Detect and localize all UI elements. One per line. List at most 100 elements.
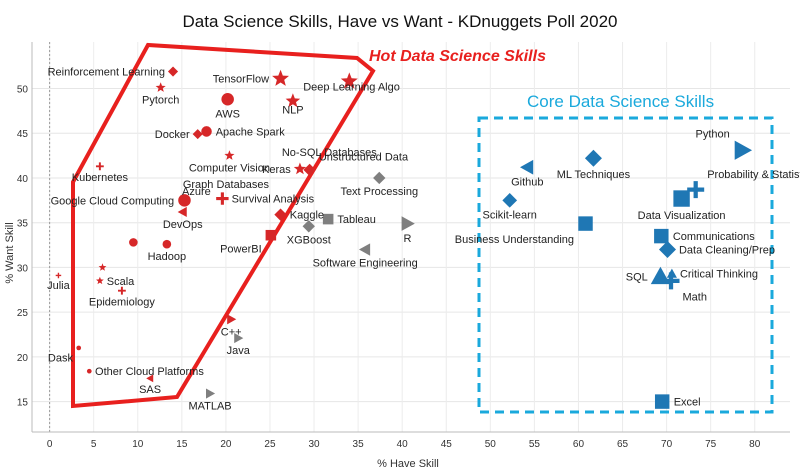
point-keras bbox=[293, 162, 307, 175]
x-tick-label: 50 bbox=[485, 439, 497, 450]
y-tick-label: 40 bbox=[17, 174, 29, 185]
label-scikit-learn: Scikit-learn bbox=[483, 210, 537, 222]
label-graph-databases: Graph Databases bbox=[183, 179, 270, 191]
point-xgboost bbox=[302, 220, 315, 233]
label-kaggle: Kaggle bbox=[290, 210, 324, 222]
y-tick-label: 30 bbox=[17, 263, 29, 274]
x-tick-label: 75 bbox=[705, 439, 717, 450]
label-google-cloud-computing: Google Cloud Computing bbox=[51, 195, 175, 207]
label-sql: SQL bbox=[626, 271, 648, 283]
y-tick-label: 45 bbox=[17, 129, 29, 140]
label-python: Python bbox=[696, 129, 730, 141]
chart-title: Data Science Skills, Have vs Want - KDnu… bbox=[183, 12, 618, 31]
point-matlab bbox=[206, 388, 216, 399]
x-tick-label: 0 bbox=[47, 439, 53, 450]
label-julia: Julia bbox=[47, 280, 71, 292]
point-communications bbox=[654, 228, 669, 244]
label-apache-spark: Apache Spark bbox=[216, 126, 286, 138]
label-reinforcement-learning: Reinforcement Learning bbox=[48, 67, 165, 79]
hot-skills-region bbox=[71, 42, 376, 409]
label-other-cloud-platforms: Other Cloud Platforms bbox=[95, 366, 204, 378]
label-survival-analysis: Survival Analysis bbox=[232, 194, 315, 206]
point-unlabeled-29 bbox=[98, 263, 107, 271]
core-skills-region bbox=[477, 116, 774, 414]
point-google-cloud-computing bbox=[178, 194, 191, 207]
label-probability-statistics: Probability & Statistics bbox=[707, 169, 800, 181]
label-c-: C++ bbox=[221, 326, 242, 338]
label-nlp: NLP bbox=[282, 105, 303, 117]
point-unlabeled-26 bbox=[129, 238, 138, 247]
label-unstructured-data: Unstructured Data bbox=[319, 152, 409, 164]
point-kubernetes bbox=[95, 162, 104, 171]
label-github: Github bbox=[511, 177, 543, 189]
point-dask bbox=[76, 345, 82, 351]
x-tick-label: 25 bbox=[264, 439, 276, 450]
point-data-visualization bbox=[673, 190, 690, 207]
label-software-engineering: Software Engineering bbox=[313, 258, 418, 270]
x-tick-label: 60 bbox=[573, 439, 585, 450]
point-ml-techniques bbox=[584, 149, 602, 167]
point-unstructured-data bbox=[303, 163, 316, 177]
point-unlabeled-3 bbox=[340, 72, 358, 89]
highlight-regions: Hot Data Science Skills Core Data Scienc… bbox=[71, 42, 774, 414]
point-probability-statistics bbox=[687, 181, 705, 199]
point-apache-spark bbox=[201, 126, 212, 137]
point-text-processing bbox=[373, 171, 386, 185]
label-azure: Azure bbox=[182, 186, 211, 198]
x-tick-label: 5 bbox=[91, 439, 97, 450]
point-java bbox=[234, 333, 244, 344]
point-labels: Reinforcement Learning Pytorch TensorFlow D… bbox=[47, 67, 800, 413]
x-tick-label: 70 bbox=[661, 439, 673, 450]
x-tick-label: 20 bbox=[220, 439, 232, 450]
point-math bbox=[662, 272, 680, 290]
y-tick-label: 50 bbox=[17, 85, 29, 96]
point-scikit-learn bbox=[502, 192, 518, 208]
y-axis-label: % Want Skill bbox=[4, 222, 16, 283]
label-aws: AWS bbox=[215, 109, 240, 121]
label-devops: DevOps bbox=[163, 219, 203, 231]
label-pytorch: Pytorch bbox=[142, 95, 179, 107]
y-tick-label: 35 bbox=[17, 219, 29, 230]
label-tableau: Tableau bbox=[337, 214, 376, 226]
point-c- bbox=[227, 314, 237, 325]
label-business-understanding: Business Understanding bbox=[455, 234, 574, 246]
label-sas: SAS bbox=[139, 384, 161, 396]
axes: 15 20 25 30 35 40 45 50 0 5 10 15 20 25 30 35 40 45 50 55 60… bbox=[17, 42, 790, 450]
point-r bbox=[401, 216, 415, 231]
label-deep-learning-algo: Deep Learning Algo bbox=[303, 82, 400, 94]
point-computer-vision bbox=[224, 150, 235, 160]
label-hadoop: Hadoop bbox=[148, 251, 187, 263]
point-deep-learning-algo bbox=[285, 93, 301, 108]
point-software-engineering bbox=[358, 243, 371, 256]
x-tick-label: 40 bbox=[397, 439, 409, 450]
point-other-cloud-platforms bbox=[86, 368, 92, 374]
x-axis-label: % Have Skill bbox=[377, 458, 439, 470]
label-docker: Docker bbox=[155, 129, 190, 141]
data-points bbox=[55, 66, 753, 409]
hot-skills-label: Hot Data Science Skills bbox=[369, 48, 546, 65]
y-tick-label: 20 bbox=[17, 353, 29, 364]
label-text-processing: Text Processing bbox=[340, 186, 418, 198]
label-data-visualization: Data Visualization bbox=[638, 210, 726, 222]
x-tick-label: 15 bbox=[176, 439, 188, 450]
point-tensorflow bbox=[272, 69, 289, 86]
x-tick-label: 55 bbox=[529, 439, 541, 450]
point-julia bbox=[55, 272, 62, 279]
point-business-understanding bbox=[578, 216, 593, 231]
point-github bbox=[519, 159, 534, 175]
point-kaggle bbox=[274, 208, 287, 221]
y-tick-label: 25 bbox=[17, 308, 29, 319]
label-java: Java bbox=[227, 345, 251, 357]
core-skills-label: Core Data Science Skills bbox=[527, 92, 714, 111]
x-tick-label: 30 bbox=[308, 439, 320, 450]
label-kubernetes: Kubernetes bbox=[72, 172, 129, 184]
point-pytorch bbox=[155, 82, 166, 92]
label-data-cleaning-prep: Data Cleaning/Prep bbox=[679, 245, 775, 257]
point-survival-analysis bbox=[216, 192, 229, 205]
label-excel: Excel bbox=[674, 397, 701, 409]
point-devops bbox=[177, 206, 187, 218]
point-excel bbox=[654, 394, 670, 409]
label-critical-thinking: Critical Thinking bbox=[680, 269, 758, 281]
